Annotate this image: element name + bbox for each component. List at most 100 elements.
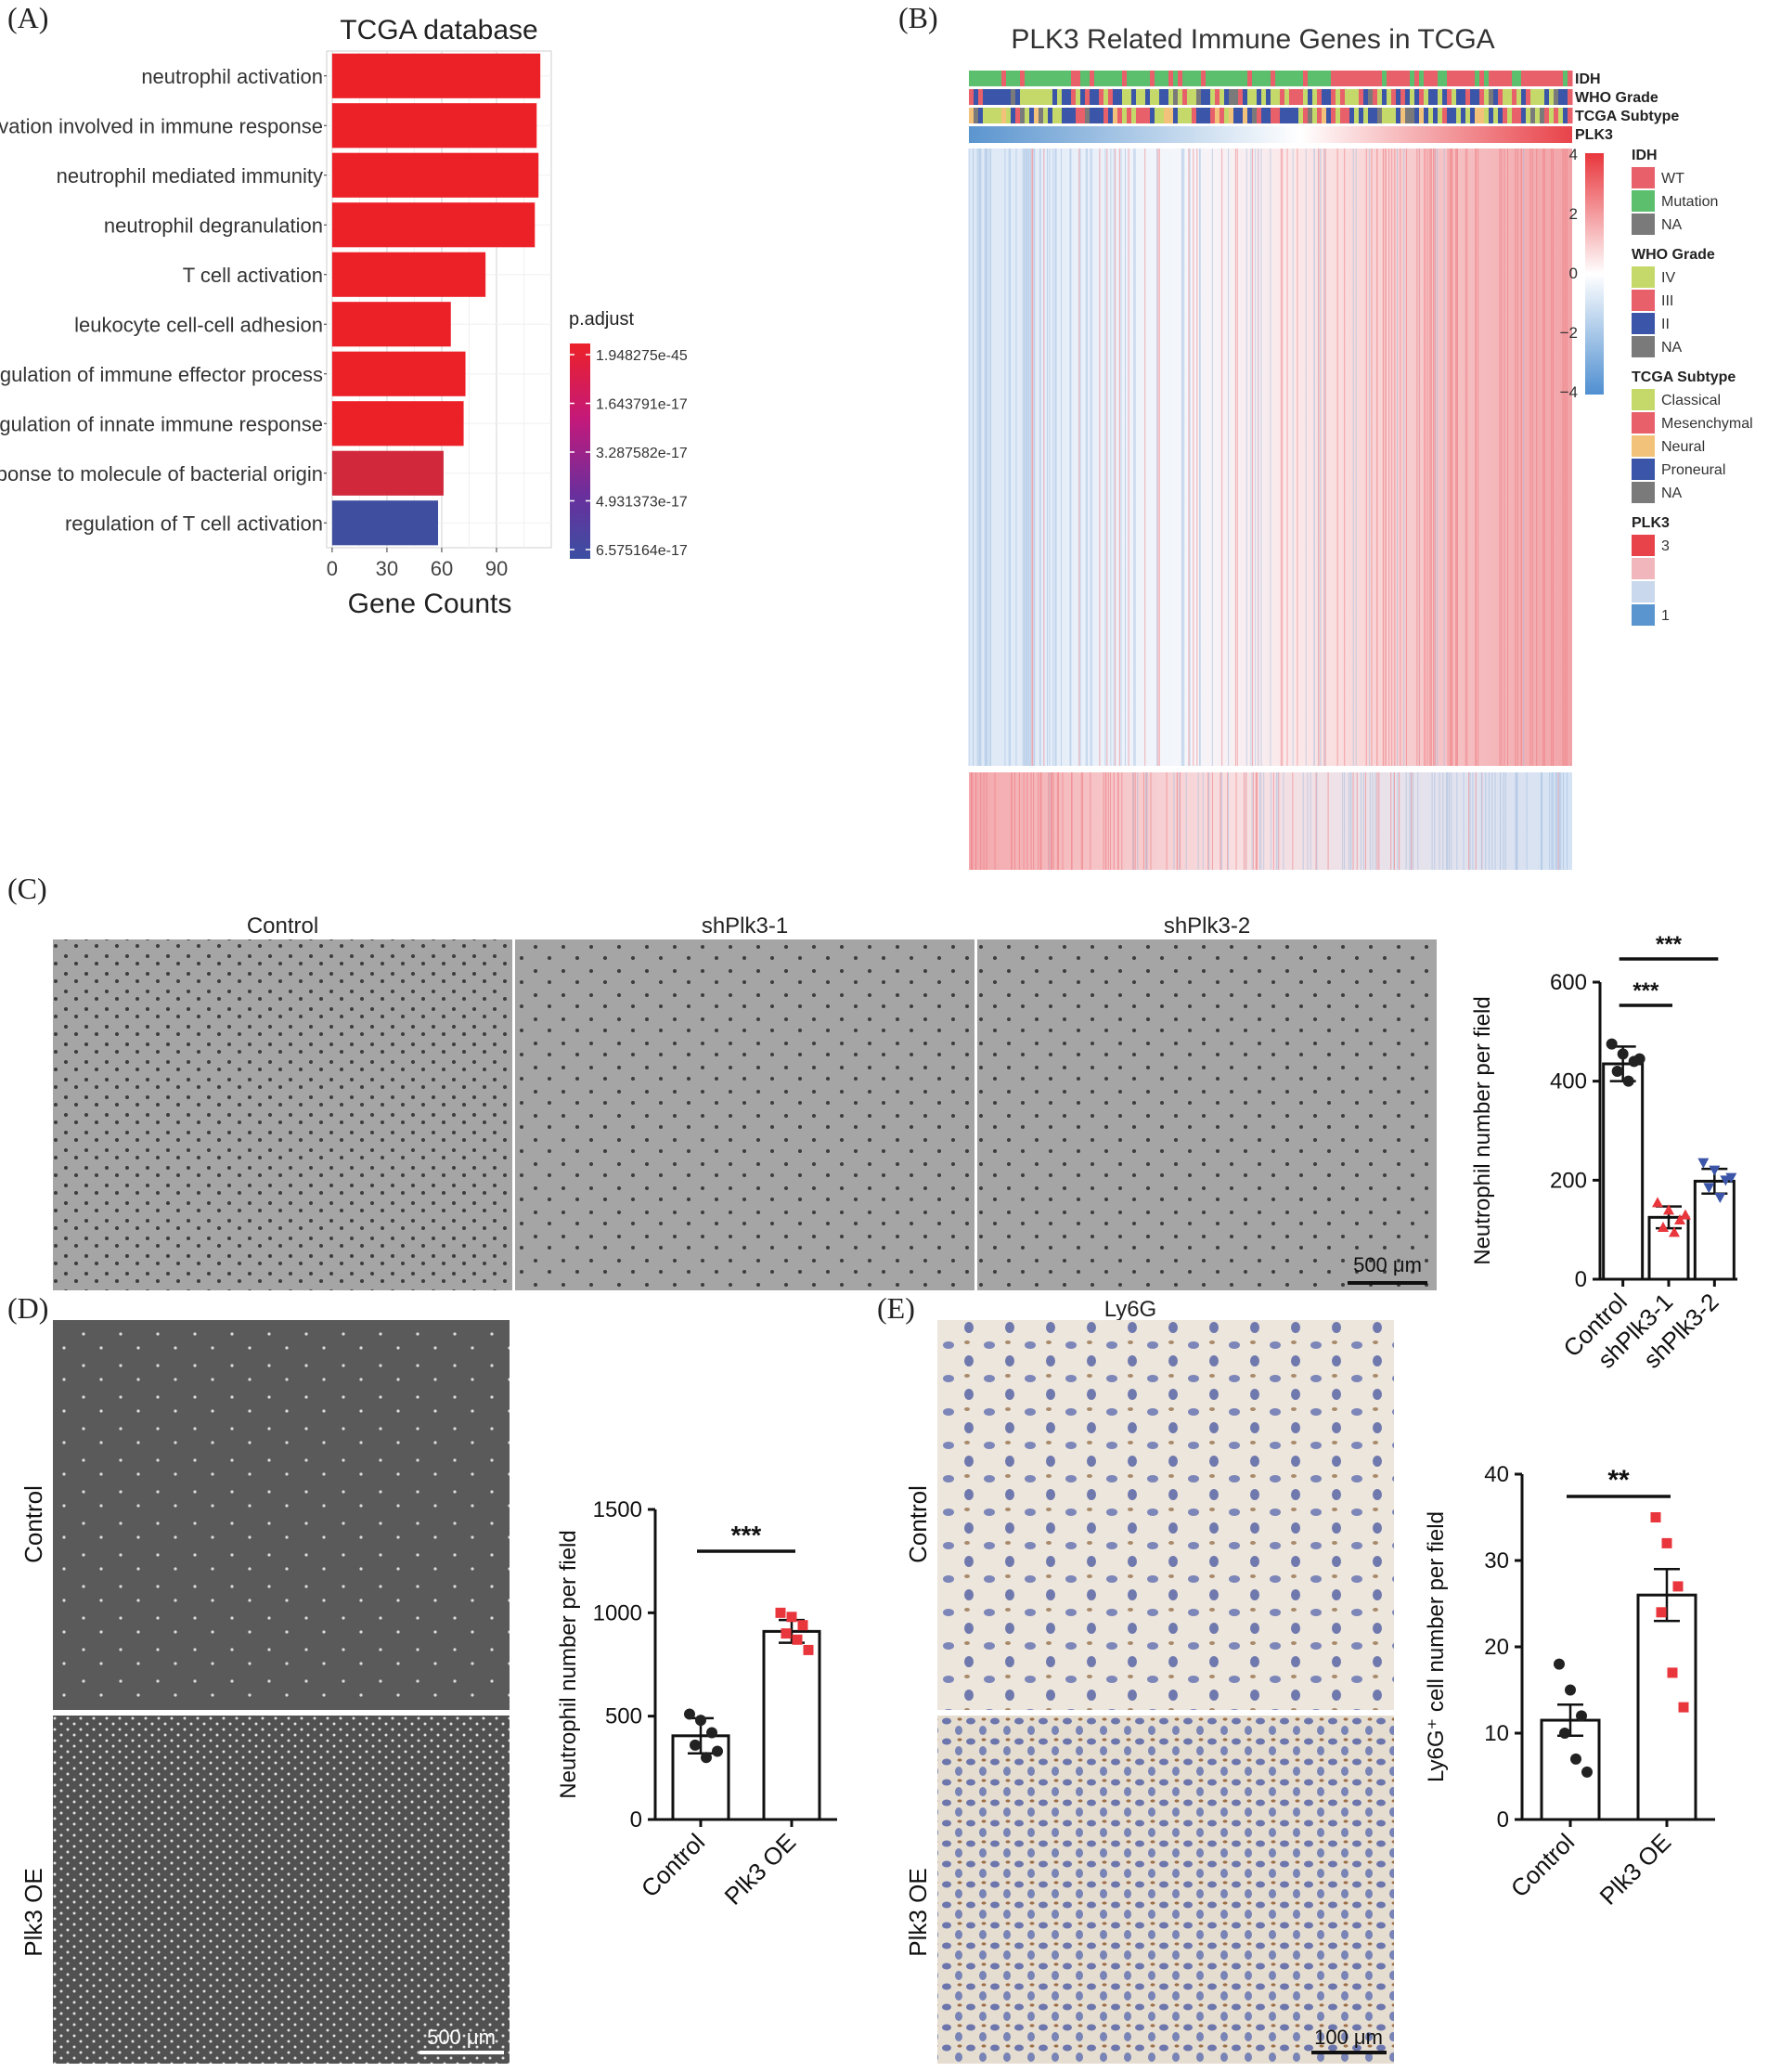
- significance-stars: ***: [1656, 932, 1683, 957]
- track-cell: [1085, 108, 1090, 123]
- track-cell: [1029, 108, 1035, 123]
- micrograph-plk3-oe: [937, 1716, 1394, 2064]
- track-cell: [1015, 108, 1021, 123]
- data-point: [1697, 1158, 1710, 1169]
- track-cell: [1261, 108, 1267, 123]
- track-cell: [1349, 71, 1355, 86]
- data-point: [701, 1752, 712, 1764]
- track-cell: [1549, 108, 1555, 123]
- track-cell: [1512, 89, 1517, 105]
- data-point: [1565, 1684, 1576, 1696]
- y-tick-label: 500: [605, 1704, 642, 1729]
- track-cell: [1526, 71, 1531, 86]
- track-cell: [1303, 89, 1309, 105]
- track-cell: [1094, 89, 1100, 105]
- track-cell: [1535, 108, 1541, 123]
- significance-stars: ***: [1632, 978, 1659, 1004]
- category-label: regulation of innate immune response: [0, 412, 323, 435]
- track-cell: [1368, 71, 1374, 86]
- track-cell: [1257, 108, 1262, 123]
- legend-label: 1.643791e-17: [596, 397, 688, 413]
- track-cell: [1419, 71, 1425, 86]
- track-cell: [1521, 108, 1527, 123]
- track-cell: [1461, 89, 1466, 105]
- legend-swatch: [1632, 313, 1655, 334]
- track-cell: [1122, 71, 1128, 86]
- data-point: [1725, 1172, 1737, 1184]
- panel-d-bar-chart: 0 500 1000 1500 Neutrophil number per field C…: [556, 1497, 837, 1910]
- track-cell: [1382, 108, 1387, 123]
- track-cell: [1540, 89, 1545, 105]
- track-cell: [1479, 89, 1485, 105]
- data-point: [1622, 1075, 1634, 1087]
- track-cell: [1289, 71, 1295, 86]
- track-cell: [1442, 71, 1448, 86]
- track-cell: [1080, 108, 1086, 123]
- track-cell: [1252, 108, 1258, 123]
- track-cell: [1243, 108, 1248, 123]
- track-cell: [1141, 108, 1146, 123]
- data-point: [1633, 1053, 1645, 1065]
- track-cell: [1470, 89, 1476, 105]
- colorbar-tick-label: −2: [1560, 324, 1578, 342]
- track-cell: [1043, 108, 1049, 123]
- track-cell: [1303, 108, 1309, 123]
- track-cell: [1317, 89, 1323, 105]
- track-cell: [1187, 108, 1193, 123]
- track-label: IDH: [1575, 71, 1601, 87]
- track-cell: [1271, 89, 1276, 105]
- track-cell: [1090, 89, 1095, 105]
- legend-label: 4.931373e-17: [596, 495, 688, 511]
- micrograph-title: Control: [247, 913, 318, 939]
- track-cell: [1349, 89, 1355, 105]
- track-cell: [1252, 71, 1258, 86]
- track-cell: [1266, 71, 1271, 86]
- track-cell: [1359, 89, 1364, 105]
- data-point: [1709, 1165, 1721, 1176]
- track-cell: [1516, 71, 1522, 86]
- legend-label: Proneural: [1661, 462, 1725, 478]
- track-cell: [1294, 89, 1299, 105]
- y-tick-label: 30: [1484, 1548, 1509, 1573]
- bar-2: [762, 1629, 821, 1821]
- track-cell: [1387, 89, 1392, 105]
- track-cell: [1442, 89, 1448, 105]
- track-cell: [1549, 71, 1555, 86]
- track-cell: [1498, 108, 1503, 123]
- track-cell: [1465, 89, 1471, 105]
- track-cell: [1438, 89, 1443, 105]
- data-point: [1652, 1197, 1663, 1208]
- y-tick-label: 20: [1484, 1635, 1509, 1660]
- track-cell: [1331, 89, 1336, 105]
- track-cell: [1308, 89, 1313, 105]
- track-cell: [1540, 71, 1545, 86]
- track-cell: [1331, 71, 1336, 86]
- track-cell: [1489, 108, 1494, 123]
- track-cell: [1563, 89, 1568, 105]
- track-cell: [1127, 71, 1132, 86]
- data-point: [792, 1634, 803, 1645]
- track-cell: [1452, 89, 1457, 105]
- x-tick-label: 30: [376, 557, 398, 580]
- track-cell: [1117, 108, 1123, 123]
- track-cell: [1020, 108, 1026, 123]
- track-cell: [1530, 89, 1536, 105]
- track-cell: [1428, 89, 1434, 105]
- track-cell: [1498, 89, 1503, 105]
- data-point: [1714, 1193, 1726, 1203]
- track-cell: [969, 89, 974, 105]
- legend-swatch: [1632, 266, 1655, 288]
- micrograph-title: shPlk3-1: [702, 913, 788, 939]
- track-cell: [1484, 108, 1490, 123]
- data-point: [1667, 1667, 1678, 1678]
- track-cell: [1396, 71, 1401, 86]
- track-cell: [1210, 108, 1216, 123]
- data-point: [1576, 1710, 1587, 1722]
- legend-swatch: [1632, 336, 1655, 357]
- micrograph-control: [53, 1320, 510, 1710]
- track-cell: [1048, 89, 1053, 105]
- data-point: [803, 1644, 814, 1655]
- track-cell: [1266, 108, 1271, 123]
- track-cell: [1057, 108, 1063, 123]
